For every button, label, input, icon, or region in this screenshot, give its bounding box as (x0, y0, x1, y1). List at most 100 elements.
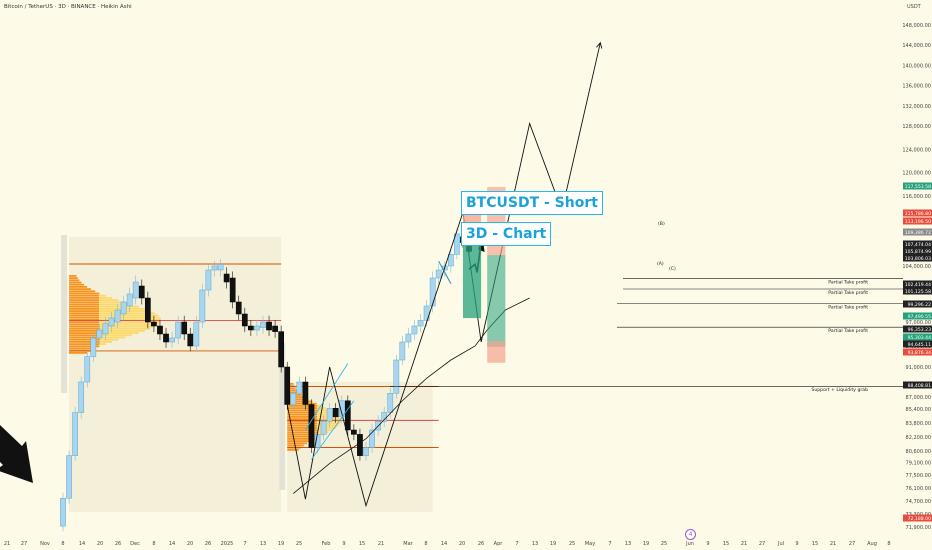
vp-bar (287, 409, 318, 412)
x-tick: 7 (608, 541, 611, 547)
vp-bar (99, 316, 161, 319)
x-tick: 25 (661, 541, 667, 547)
vp-bar (99, 334, 133, 337)
vp-bar (99, 323, 159, 326)
candle-body (308, 404, 315, 448)
vp-bar (317, 411, 334, 414)
vp-bar (69, 330, 100, 332)
vp-bar (69, 301, 100, 304)
vp-bar (317, 407, 326, 409)
channel-line (438, 261, 452, 284)
candle-body (187, 333, 194, 347)
candle-body (120, 301, 127, 315)
price-badge-label: 113,196.50 (905, 219, 931, 225)
candle-body (217, 264, 224, 271)
vp-bar (287, 416, 318, 418)
candle-body (66, 455, 72, 499)
y-tick: 91,000.00 (906, 365, 931, 371)
candle-body (260, 321, 266, 328)
candle-body (211, 265, 218, 271)
channel-line (311, 400, 355, 460)
wave-label-c: (C) (669, 266, 676, 272)
target-zone (462, 234, 482, 319)
candle-body (411, 325, 418, 335)
x-tick: 21 (741, 541, 747, 547)
vp-bar (69, 288, 91, 290)
y-tick: 79,100.00 (906, 461, 931, 467)
candle-body (369, 429, 375, 448)
timeline-event-icon[interactable]: 4 (685, 529, 696, 540)
projection-arrowhead (596, 41, 603, 49)
candle-body (235, 301, 242, 315)
candle-body (351, 429, 357, 435)
y-tick: 136,000.00 (903, 84, 931, 90)
target-zone (487, 255, 506, 347)
vp-bar (287, 433, 318, 436)
chart-subtitle: 3D - Chart (461, 222, 552, 246)
candle-body (229, 277, 236, 303)
price-badge-label: 94,645.11 (908, 342, 931, 348)
candle-body (78, 381, 85, 413)
y-tick: 116,000.00 (903, 194, 931, 200)
channel-line (305, 363, 349, 431)
candle-body (163, 333, 169, 343)
x-tick: 13 (532, 541, 538, 547)
price-badge-label: 117,553.58 (905, 184, 931, 190)
level-note: Partial Take profit (828, 290, 868, 296)
y-tick: 80,600.00 (906, 449, 931, 455)
price-badge (903, 312, 932, 320)
y-tick: 120,000.00 (903, 171, 931, 177)
vp-bar (287, 438, 316, 440)
vp-bar (287, 427, 318, 429)
vp-bar (69, 305, 100, 308)
x-tick: 15 (812, 541, 818, 547)
x-tick: 20 (459, 541, 465, 547)
zigzag-line (286, 212, 464, 508)
y-tick: 132,000.00 (903, 104, 931, 110)
candle-body (387, 393, 394, 413)
x-tick: 26 (115, 541, 121, 547)
vp-bar (69, 341, 100, 343)
vp-bar (69, 323, 100, 326)
vp-bar (99, 321, 161, 323)
price-badge-label: 95,303.44 (908, 335, 931, 341)
price-badge-label: 107,474.04 (905, 242, 931, 248)
vp-bar (99, 325, 155, 328)
vp-bar (69, 308, 100, 310)
vp-bar (317, 409, 330, 412)
candle-body (241, 313, 248, 327)
vp-gray (279, 343, 286, 490)
candle-body (429, 277, 436, 307)
candle-body (60, 497, 66, 527)
stop-zone (487, 340, 506, 363)
candle-body (447, 254, 454, 267)
candle-body (326, 408, 333, 422)
level-note: Partial Take profit (828, 279, 868, 285)
y-tick: 140,000.00 (903, 63, 931, 69)
level-notes: Partial Take profit Partial Take profit Pa… (390, 278, 903, 393)
x-tick: 9 (706, 541, 709, 547)
vp-bar (99, 336, 126, 339)
x-tick: Apr (494, 541, 504, 547)
vp-bar (317, 405, 322, 407)
candle-body (454, 233, 460, 255)
candle-body (248, 325, 254, 331)
candle-body (393, 359, 400, 394)
vp-bar (69, 299, 100, 301)
price-badge-label: 101,125.58 (905, 289, 931, 295)
level-note: Partial Take profit (828, 304, 868, 310)
x-tick: 13 (625, 541, 631, 547)
x-axis: 21 27 Nov 8 14 20 26 Dec 8 14 20 26 2025 7 13 19 25 Feb 9 1… (4, 541, 891, 547)
currency-label: USDT (907, 4, 922, 10)
candle-body (193, 321, 200, 347)
vp-bar (99, 299, 119, 301)
vp-bar (99, 294, 106, 297)
vp-bar (69, 352, 88, 354)
vp-bar (317, 433, 325, 436)
vp-bar (287, 387, 296, 390)
candle-body (357, 434, 363, 456)
vp-bar (69, 297, 100, 299)
y-tick: 104,000.00 (903, 264, 931, 270)
candle-body (108, 317, 115, 327)
